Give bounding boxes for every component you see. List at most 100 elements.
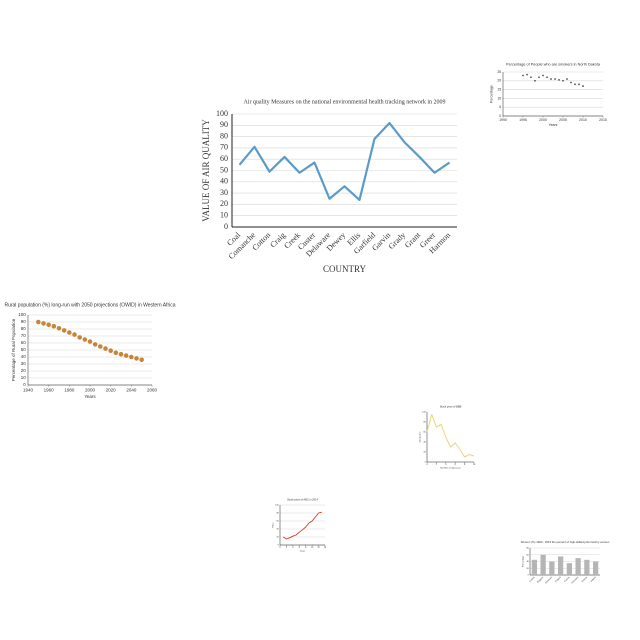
y-tick-label: 15 bbox=[497, 88, 501, 92]
point bbox=[139, 357, 144, 363]
x-tick-label: 2040 bbox=[126, 388, 137, 393]
y-tick-label: 10 bbox=[220, 211, 228, 220]
point bbox=[46, 322, 51, 328]
x-axis-label: COUNTRY bbox=[323, 264, 367, 274]
point bbox=[72, 332, 77, 337]
x-tick-label: 4 bbox=[445, 464, 447, 466]
bar bbox=[540, 554, 546, 575]
x-tick-label: 2020 bbox=[106, 388, 117, 393]
point bbox=[522, 74, 524, 77]
y-tick-label: 50 bbox=[21, 347, 27, 352]
point bbox=[134, 356, 139, 361]
point bbox=[582, 85, 584, 87]
point bbox=[92, 342, 98, 347]
y-tick-label: 20 bbox=[526, 568, 529, 570]
point bbox=[51, 323, 57, 329]
y-tick-label: 20 bbox=[423, 452, 426, 454]
y-tick-label: 0 bbox=[425, 462, 427, 464]
y-tick-label: 60 bbox=[276, 521, 279, 523]
y-tick-label: 20 bbox=[497, 79, 501, 83]
x-tick-label: 6 bbox=[299, 547, 301, 549]
y-tick-label: 50 bbox=[220, 165, 228, 174]
x-tick-label: 2060 bbox=[147, 388, 158, 393]
x-tick-label: 8 bbox=[305, 547, 307, 549]
x-axis-label: Years bbox=[549, 123, 558, 127]
x-tick-label: 10 bbox=[473, 464, 476, 466]
y-tick-label: 60 bbox=[21, 340, 27, 345]
x-tick-label: 1960 bbox=[44, 388, 55, 393]
y-tick-label: 90 bbox=[21, 319, 27, 324]
y-tick-label: 40 bbox=[276, 529, 279, 531]
x-tick-label: 1980 bbox=[64, 388, 75, 393]
point bbox=[56, 326, 62, 331]
point bbox=[67, 330, 72, 335]
y-tick-label: 100 bbox=[275, 505, 279, 507]
y-tick-label: 20 bbox=[220, 199, 228, 208]
y-tick-label: 30 bbox=[21, 361, 27, 366]
x-tick-label: 12 bbox=[317, 547, 320, 549]
y-axis-label: Price bbox=[272, 522, 275, 528]
line bbox=[426, 414, 475, 458]
chart: Air quality Measures on the national env… bbox=[201, 99, 457, 274]
x-tick-label: 2010 bbox=[579, 118, 587, 122]
x-tick-label: 1940 bbox=[23, 388, 34, 393]
y-tick-label: 20 bbox=[276, 537, 279, 539]
point bbox=[103, 346, 108, 351]
y-tick-label: 40 bbox=[423, 442, 426, 444]
bar bbox=[549, 561, 555, 575]
y-tick-label: 60 bbox=[423, 432, 426, 434]
x-tick-label: 1990 bbox=[499, 118, 507, 122]
point bbox=[538, 76, 540, 79]
y-tick-label: 10 bbox=[21, 375, 27, 380]
x-tick-label: 1995 bbox=[519, 118, 527, 122]
point bbox=[82, 337, 88, 342]
chart-title: Stock price of BBB bbox=[440, 404, 462, 408]
y-tick-label: 80 bbox=[423, 422, 426, 424]
y-tick-label: 70 bbox=[21, 333, 27, 338]
x-tick-label: 0 bbox=[279, 547, 281, 549]
chart-title: Percentage of People who are smokers in … bbox=[506, 62, 601, 66]
y-tick-label: 60 bbox=[220, 154, 228, 163]
bar bbox=[566, 563, 572, 575]
x-tick-label: 6 bbox=[455, 464, 457, 466]
x-tick-label: 2000 bbox=[539, 118, 547, 122]
y-tick-label: 20 bbox=[21, 368, 27, 373]
x-tick-label: 2015 bbox=[599, 118, 607, 122]
x-tick-label: 2 bbox=[286, 547, 288, 549]
y-tick-label: 70 bbox=[220, 143, 228, 152]
y-tick-label: 60 bbox=[526, 554, 529, 556]
x-tick-label: Belgium bbox=[537, 577, 544, 584]
chart: Women (%) 1990 - 2015 the percent of hig… bbox=[521, 540, 610, 584]
x-axis-label: Days bbox=[300, 550, 306, 552]
bar bbox=[531, 559, 537, 575]
y-tick-label: 80 bbox=[276, 513, 279, 515]
point bbox=[41, 321, 46, 326]
x-tick-label: 2000 bbox=[85, 388, 96, 393]
x-tick-label: 2005 bbox=[559, 118, 567, 122]
bar bbox=[584, 559, 590, 575]
y-tick-label: 10 bbox=[497, 96, 501, 100]
x-tick-label: 10 bbox=[311, 547, 314, 549]
point bbox=[87, 339, 93, 344]
point bbox=[129, 354, 134, 360]
x-axis-label: Years bbox=[84, 394, 96, 399]
y-axis-label: Percentage bbox=[490, 85, 494, 103]
x-tick-label: 4 bbox=[292, 547, 294, 549]
y-tick-label: 5 bbox=[499, 105, 501, 109]
bar bbox=[558, 556, 564, 575]
point bbox=[118, 351, 124, 357]
x-tick-label: Denmark bbox=[545, 575, 554, 584]
y-tick-label: 90 bbox=[220, 120, 228, 129]
y-tick-label: 40 bbox=[526, 561, 529, 563]
y-axis-label: Stock price bbox=[419, 431, 422, 443]
y-axis-label: Percentage of Rural Population bbox=[11, 318, 16, 381]
y-tick-label: 40 bbox=[21, 354, 27, 359]
bar bbox=[575, 558, 581, 575]
chart: Percentage of People who are smokers in … bbox=[490, 62, 607, 127]
y-tick-label: 100 bbox=[422, 412, 426, 414]
y-tick-label: 0 bbox=[528, 575, 530, 577]
y-tick-label: 80 bbox=[526, 548, 529, 550]
y-tick-label: 100 bbox=[18, 312, 26, 317]
line bbox=[282, 511, 322, 540]
point bbox=[566, 78, 568, 80]
